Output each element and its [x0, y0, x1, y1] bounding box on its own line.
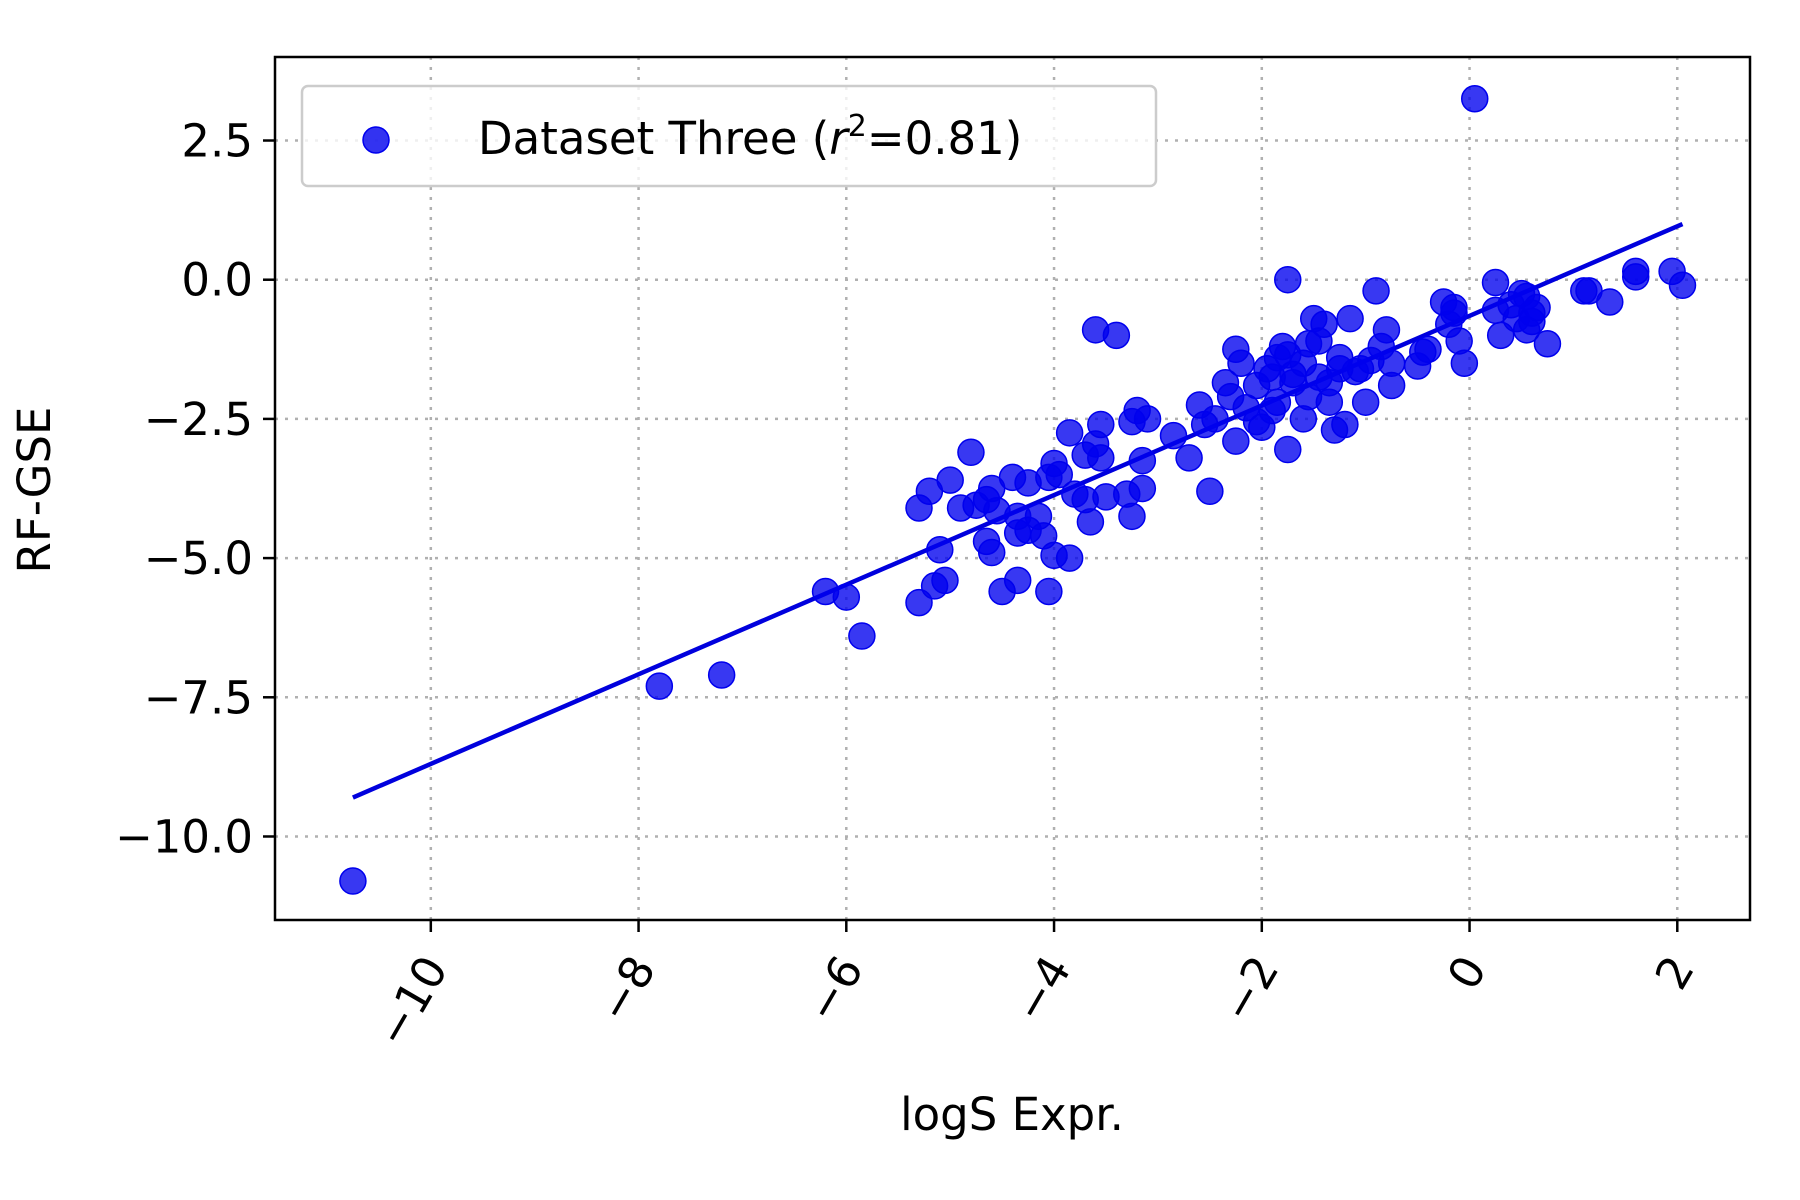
data-point [1222, 427, 1250, 455]
plot-frame [273, 55, 1752, 922]
data-point [1274, 265, 1302, 294]
data-point [339, 867, 367, 895]
data-point [1227, 349, 1255, 377]
data-point [1331, 410, 1359, 439]
y-axis-label: RF-GSE [8, 407, 61, 574]
data-point [1128, 446, 1157, 475]
data-points [339, 85, 1697, 895]
y-tick-label: −5.0 [144, 532, 253, 585]
data-point [926, 535, 954, 564]
legend-marker [362, 126, 390, 154]
data-point [1055, 419, 1084, 447]
data-point [1128, 474, 1157, 503]
data-point [1003, 566, 1032, 595]
data-point [707, 661, 736, 689]
data-point [1294, 329, 1323, 358]
x-tick-label: −6 [795, 947, 874, 1031]
data-point [1621, 263, 1650, 291]
data-point [1159, 421, 1188, 450]
data-point [832, 583, 861, 611]
data-point [1596, 288, 1624, 316]
data-point [645, 672, 674, 700]
data-point [1102, 321, 1131, 350]
data-point [1274, 435, 1302, 464]
data-point [1003, 502, 1032, 531]
data-point [1450, 349, 1479, 377]
data-point [1045, 460, 1073, 489]
data-point [1035, 577, 1063, 606]
x-tick-label: −8 [587, 947, 666, 1031]
data-point [1196, 477, 1224, 506]
data-point [1289, 405, 1318, 433]
x-tick-label: −10 [365, 947, 458, 1056]
legend-box [300, 84, 1158, 188]
data-point [1076, 508, 1105, 536]
y-tick-label: 0.0 [181, 254, 253, 307]
legend: Dataset Three (r2=0.81) [300, 84, 1158, 188]
data-point [936, 466, 964, 494]
data-point [1190, 410, 1219, 439]
data-point [1668, 271, 1697, 300]
data-point [1481, 268, 1510, 297]
data-point [1118, 502, 1146, 531]
data-point [1310, 310, 1338, 339]
data-point [1351, 388, 1380, 416]
data-point [1372, 316, 1401, 344]
x-tick-label: −2 [1210, 947, 1289, 1031]
data-point [1087, 444, 1115, 472]
data-point [1055, 544, 1084, 572]
data-point [1440, 293, 1468, 322]
data-point [957, 438, 985, 467]
y-tick-label: −10.0 [115, 810, 253, 863]
x-axis-label: logS Expr. [900, 1088, 1124, 1141]
data-point [1258, 396, 1286, 425]
x-tick-label: 0 [1437, 947, 1497, 998]
data-point [1325, 355, 1354, 383]
x-tick-label: −4 [1003, 947, 1082, 1031]
data-point [1523, 293, 1551, 322]
data-point [1362, 277, 1390, 305]
data-point [1087, 410, 1115, 439]
y-tick-label: −7.5 [144, 671, 253, 724]
data-point [1118, 407, 1146, 436]
data-point [848, 622, 876, 650]
data-point [1242, 371, 1271, 400]
y-tick-label: −2.5 [144, 393, 253, 446]
x-tick-label: 2 [1645, 947, 1705, 998]
data-point [1533, 329, 1562, 358]
data-point [1460, 85, 1489, 113]
data-point [1377, 371, 1406, 400]
legend-label: Dataset Three (r2=0.81) [478, 109, 1022, 165]
data-point [1336, 304, 1364, 333]
data-point [1414, 335, 1442, 364]
data-point [1175, 444, 1203, 472]
y-tick-label: 2.5 [181, 115, 253, 168]
data-point [920, 572, 949, 600]
data-point [972, 527, 1001, 556]
